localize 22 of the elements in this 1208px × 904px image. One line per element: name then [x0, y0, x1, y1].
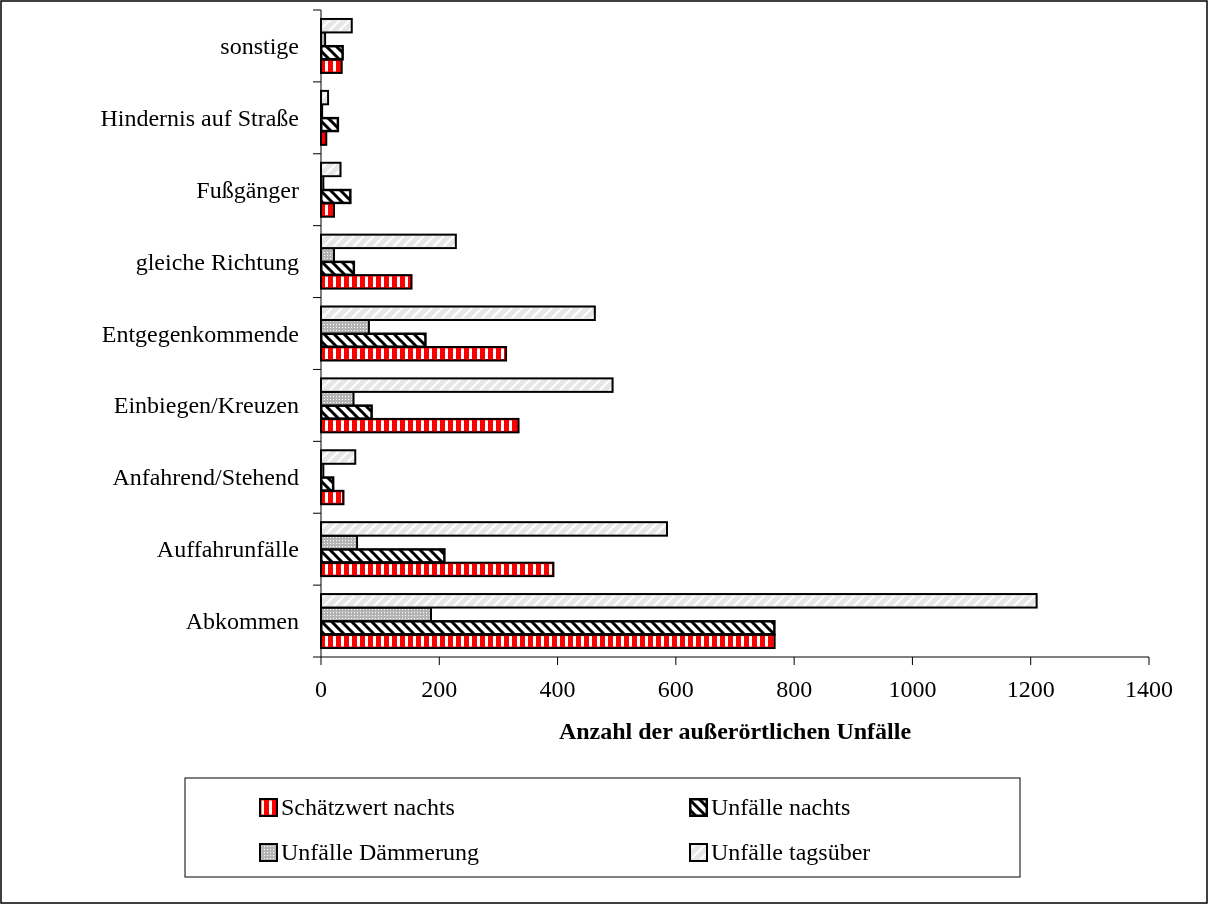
y-tick-label: Anfahrend/Stehend [112, 464, 299, 491]
y-tick-label: Hindernis auf Straße [100, 104, 299, 131]
x-tick-label: 0 [315, 676, 327, 702]
x-axis-title: Anzahl der außerörtlichen Unfälle [558, 718, 912, 744]
y-tick-label: Auffahrunfälle [156, 536, 299, 563]
x-tick-label: 800 [776, 676, 813, 702]
x-tick-label: 600 [657, 676, 694, 702]
legend-label: Unfälle tagsüber [711, 839, 871, 865]
y-tick-label: Entgegenkommende [101, 320, 299, 347]
legend-label: Unfälle Dämmerung [281, 839, 479, 865]
legend-label: Schätzwert nachts [281, 794, 455, 820]
y-tick-label: sonstige [220, 32, 299, 59]
x-tick-label: 1200 [1006, 676, 1055, 702]
y-tick-label: Fußgänger [196, 176, 299, 203]
x-tick-label: 400 [539, 676, 576, 702]
x-tick-label: 1000 [888, 676, 937, 702]
y-tick-label: Abkommen [185, 608, 299, 635]
y-tick-label: Einbiegen/Kreuzen [113, 392, 299, 419]
y-tick-label: gleiche Richtung [135, 248, 299, 275]
x-tick-label: 1400 [1125, 676, 1173, 702]
legend-label: Unfälle nachts [711, 794, 851, 820]
x-tick-label: 200 [421, 676, 458, 702]
